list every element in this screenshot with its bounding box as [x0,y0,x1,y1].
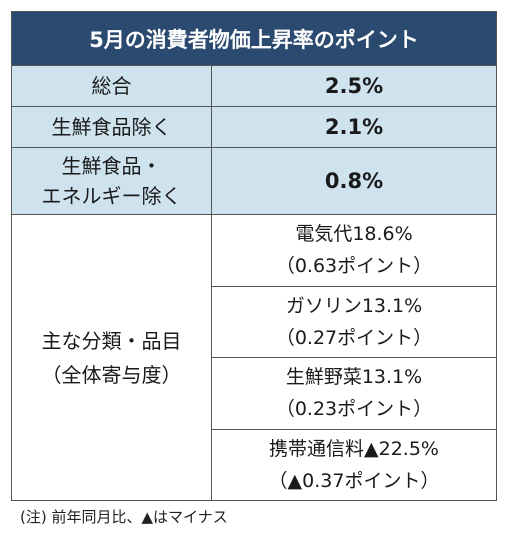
breakdown-item-electricity: 電気代18.6% （0.63ポイント） [212,215,496,287]
item-contribution: （0.63ポイント） [275,255,433,278]
breakdown-items: 電気代18.6% （0.63ポイント） ガソリン13.1% （0.27ポイント）… [212,215,496,500]
row-label-line1: 生鮮食品・ [61,154,162,178]
row-label: 生鮮食品・ エネルギー除く [12,148,212,214]
row-value: 0.8% [324,169,384,193]
breakdown-label: 主な分類・品目 （全体寄与度） [12,215,212,500]
breakdown-item-mobile-fees: 携帯通信料▲22.5% （▲0.37ポイント） [212,430,496,501]
row-excl-fresh-food: 生鮮食品除く 2.1% [12,107,496,148]
table-title: 5月の消費者物価上昇率のポイント [12,12,496,66]
row-value: 2.1% [324,115,384,139]
item-name: 生鮮野菜13.1% [285,366,423,389]
row-label: 生鮮食品除く [12,107,212,147]
item-name: 電気代18.6% [295,223,413,246]
row-value: 2.5% [324,74,384,98]
breakdown-label-line1: 主な分類・品目 [41,328,182,353]
row-label-line2: エネルギー除く [41,184,182,208]
item-name: 携帯通信料▲22.5% [269,437,439,460]
cpi-table: 5月の消費者物価上昇率のポイント 総合 2.5% 生鮮食品除く 2.1% 生鮮食… [11,11,497,501]
breakdown-item-fresh-vegetables: 生鮮野菜13.1% （0.23ポイント） [212,358,496,430]
footnote: (注) 前年同月比、▲はマイナス [20,508,228,526]
row-overall: 総合 2.5% [12,66,496,107]
item-contribution: （0.27ポイント） [275,326,433,349]
breakdown-item-gasoline: ガソリン13.1% （0.27ポイント） [212,287,496,358]
row-label: 総合 [12,66,212,106]
breakdown-label-line2: （全体寄与度） [41,362,182,387]
breakdown-section: 主な分類・品目 （全体寄与度） 電気代18.6% （0.63ポイント） ガソリン… [12,215,496,500]
item-name: ガソリン13.1% [285,294,423,317]
item-contribution: （0.23ポイント） [275,398,433,421]
item-contribution: （▲0.37ポイント） [268,469,440,492]
row-excl-fresh-food-energy: 生鮮食品・ エネルギー除く 0.8% [12,148,496,215]
